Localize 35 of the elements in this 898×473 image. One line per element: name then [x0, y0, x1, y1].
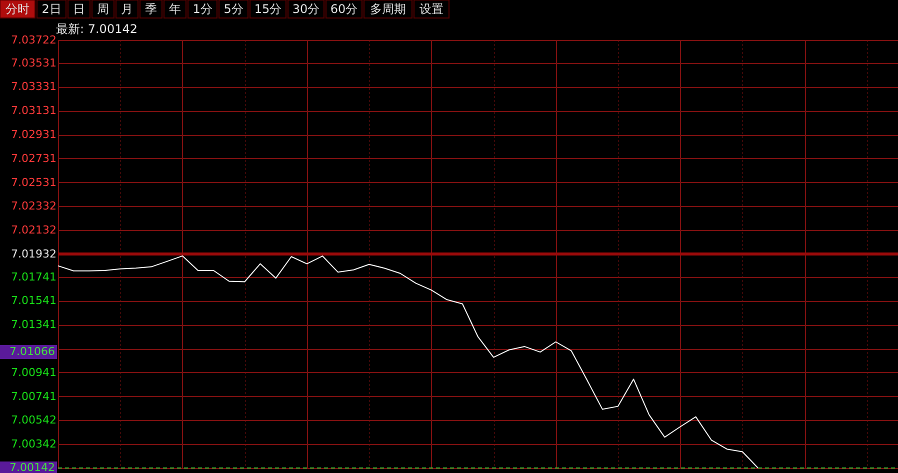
- y-tick-label: 7.00542: [11, 414, 56, 427]
- text: 分时: [6, 2, 30, 16]
- y-tick-label: 7.00741: [11, 390, 56, 403]
- text: 季: [145, 2, 157, 16]
- y-tick-label: 7.00342: [11, 438, 56, 451]
- y-tick-label: 7.01741: [11, 270, 56, 284]
- y-tick-label: 7.01932: [11, 248, 56, 260]
- text: 日: [73, 2, 85, 16]
- y-tick-label: 7.02531: [11, 176, 56, 189]
- text: 30分: [292, 2, 320, 16]
- text: 周: [97, 2, 109, 16]
- text: 60分: [330, 2, 358, 16]
- text: 15分: [254, 2, 282, 16]
- ref-line-label: 7.00142: [10, 461, 55, 473]
- text: 7.01066: [10, 345, 55, 358]
- text: 设置: [420, 2, 444, 16]
- text: 2日: [42, 2, 62, 16]
- y-tick-label: 7.02132: [11, 224, 56, 237]
- y-tick-label: 7.02332: [11, 200, 56, 213]
- y-tick-label: 7.03131: [11, 104, 56, 118]
- y-tick-label: 7.02931: [11, 128, 56, 142]
- y-tick-label: 7.00941: [11, 366, 56, 379]
- text: 月: [121, 2, 133, 16]
- text: 年: [169, 2, 181, 16]
- y-tick-label: 7.03531: [11, 56, 56, 70]
- line-series: [58, 255, 758, 468]
- chart-subtitle: 最新: 7.00142: [56, 22, 138, 36]
- text: 多周期: [370, 2, 406, 16]
- y-tick-label: 7.02731: [11, 152, 56, 165]
- y-tick-label: 7.03331: [11, 80, 56, 94]
- text: 5分: [224, 2, 244, 16]
- y-tick-label: 7.01341: [11, 318, 56, 332]
- y-tick-label: 7.01541: [11, 294, 56, 308]
- y-tick-label: 7.03722: [11, 34, 56, 46]
- text: 1分: [192, 2, 212, 16]
